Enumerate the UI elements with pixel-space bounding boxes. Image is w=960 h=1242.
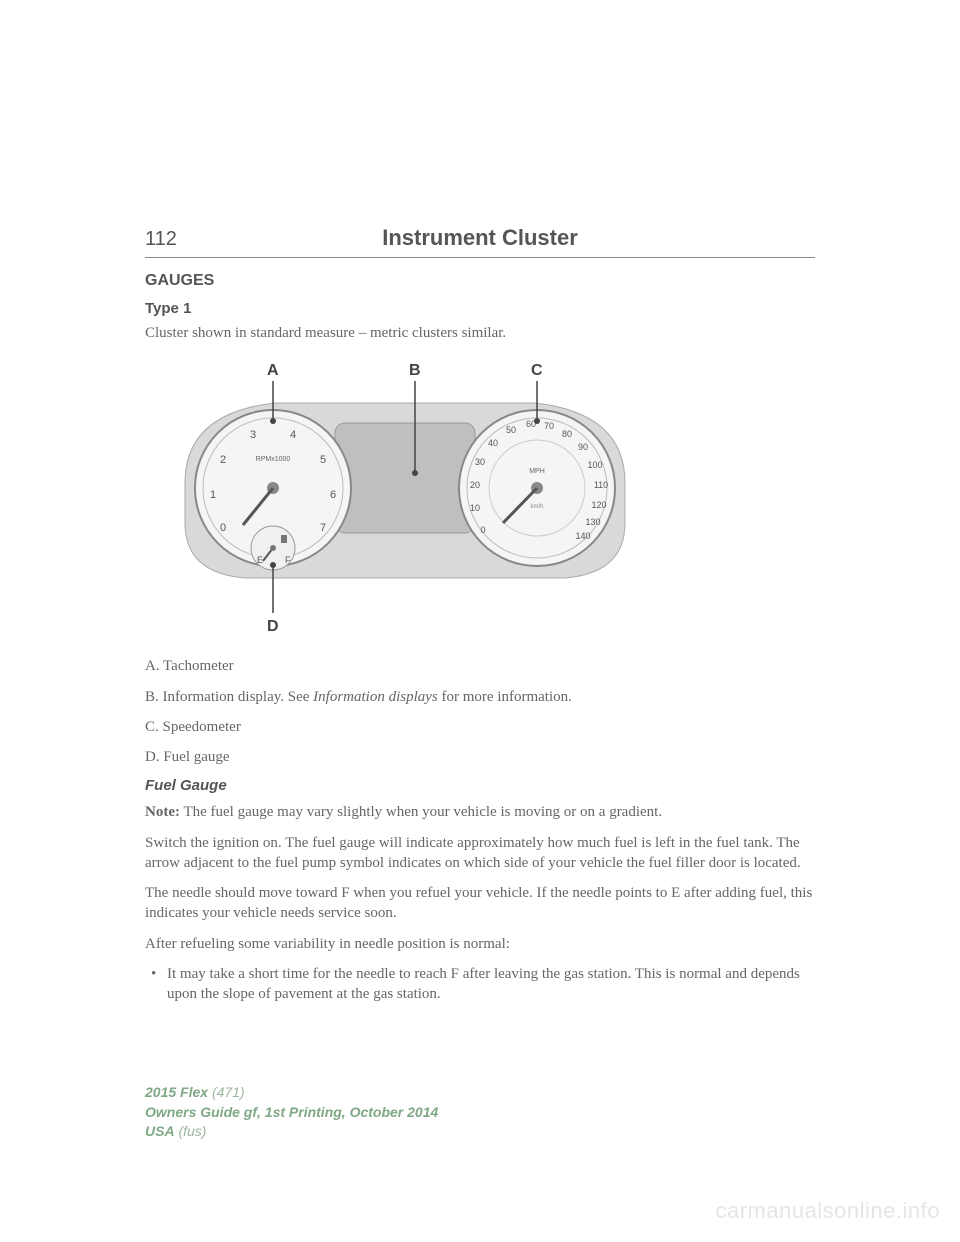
svg-text:km/h: km/h <box>530 504 543 510</box>
page-footer: 2015 Flex (471) Owners Guide gf, 1st Pri… <box>145 1083 438 1142</box>
chapter-title: Instrument Cluster <box>145 225 815 251</box>
svg-text:1: 1 <box>210 489 216 501</box>
legend-a: A. Tachometer <box>145 656 815 676</box>
svg-text:40: 40 <box>488 438 498 448</box>
note-paragraph: Note: The fuel gauge may vary slightly w… <box>145 802 815 822</box>
svg-text:5: 5 <box>320 454 326 466</box>
svg-text:110: 110 <box>594 480 608 490</box>
para-variability: After refueling some variability in need… <box>145 934 815 954</box>
svg-text:130: 130 <box>585 517 600 527</box>
svg-text:100: 100 <box>587 460 602 470</box>
legend-c: C. Speedometer <box>145 717 815 737</box>
legend-b: B. Information display. See Information … <box>145 687 815 707</box>
para-needle: The needle should move toward F when you… <box>145 883 815 924</box>
svg-text:E: E <box>257 555 263 565</box>
svg-text:C: C <box>531 362 543 379</box>
svg-text:80: 80 <box>562 429 572 439</box>
svg-text:B: B <box>409 362 421 379</box>
footer-region-code: (fus) <box>178 1123 206 1139</box>
list-item: It may take a short time for the needle … <box>145 964 815 1005</box>
watermark: carmanualsonline.info <box>715 1198 940 1224</box>
svg-text:A: A <box>267 362 279 379</box>
page-header: 112 Instrument Cluster <box>145 225 815 258</box>
bullet-list: It may take a short time for the needle … <box>145 964 815 1005</box>
svg-text:30: 30 <box>475 457 485 467</box>
svg-text:50: 50 <box>506 425 516 435</box>
fuel-pump-icon <box>281 535 287 543</box>
svg-text:2: 2 <box>220 454 226 466</box>
svg-text:6: 6 <box>330 489 336 501</box>
footer-guide-line: Owners Guide gf, 1st Printing, October 2… <box>145 1103 438 1123</box>
svg-text:70: 70 <box>544 421 554 431</box>
svg-text:120: 120 <box>591 500 606 510</box>
section-heading-gauges: GAUGES <box>145 272 815 290</box>
svg-text:3: 3 <box>250 429 256 441</box>
svg-text:20: 20 <box>470 480 480 490</box>
para-ignition: Switch the ignition on. The fuel gauge w… <box>145 833 815 874</box>
legend-d: D. Fuel gauge <box>145 747 815 767</box>
footer-model: 2015 Flex <box>145 1084 208 1100</box>
svg-text:D: D <box>267 618 279 633</box>
svg-text:0: 0 <box>220 522 226 534</box>
tach-label: RPMx1000 <box>256 456 291 463</box>
fuel-gauge-heading: Fuel Gauge <box>145 777 815 794</box>
footer-region: USA <box>145 1123 175 1139</box>
subheading-type1: Type 1 <box>145 300 815 317</box>
footer-model-code: (471) <box>212 1084 245 1100</box>
svg-text:MPH: MPH <box>529 468 545 475</box>
svg-text:0: 0 <box>480 525 485 535</box>
svg-text:4: 4 <box>290 429 296 441</box>
svg-text:90: 90 <box>578 442 588 452</box>
svg-text:7: 7 <box>320 522 326 534</box>
info-display <box>335 423 475 533</box>
svg-text:140: 140 <box>575 531 590 541</box>
svg-text:10: 10 <box>470 503 480 513</box>
svg-text:F: F <box>285 555 291 565</box>
cluster-diagram: 0 1 2 3 4 5 6 7 RPMx1000 E F <box>145 353 665 638</box>
intro-text: Cluster shown in standard measure – metr… <box>145 323 815 343</box>
